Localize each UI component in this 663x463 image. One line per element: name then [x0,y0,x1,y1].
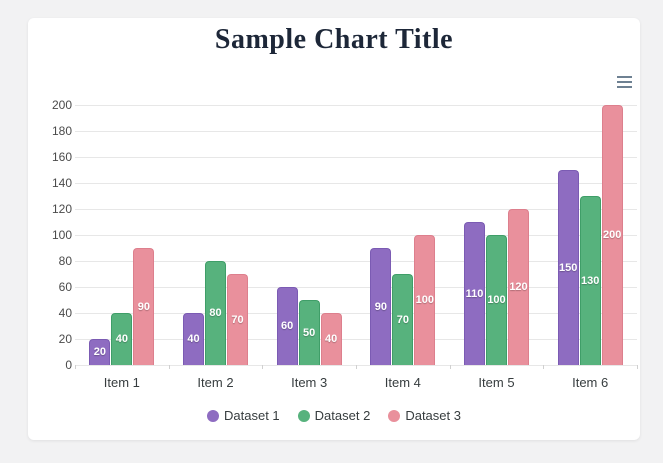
bar-dataset-3-item-2[interactable]: 70 [227,274,248,365]
x-axis-tick [262,365,264,369]
bar-data-label: 130 [580,274,600,287]
bar-dataset-3-item-3[interactable]: 40 [320,313,342,365]
hamburger-bar [617,81,632,83]
bar-data-label: 100 [415,294,434,306]
x-axis-category-label: Item 6 [572,375,609,390]
gridline [75,339,637,340]
legend-marker-icon [297,409,310,422]
bar-data-label: 60 [281,320,294,332]
bar-dataset-1-item-1[interactable]: 20 [89,339,111,365]
y-axis-tick-label: 100 [51,228,72,242]
legend-label: Dataset 1 [224,408,280,423]
x-axis-category-label: Item 4 [384,375,421,390]
bar-data-label: 40 [325,333,338,345]
x-axis-tick [449,365,451,369]
bar-data-label: 110 [465,287,484,300]
legend-label: Dataset 2 [314,408,371,423]
chart-title: Sample Chart Title [214,24,454,55]
bar-dataset-1-item-2[interactable]: 40 [183,313,204,365]
bar-dataset-3-item-1[interactable]: 90 [133,248,155,365]
bar-data-label: 150 [558,261,578,274]
bar-dataset-2-item-4[interactable]: 70 [392,274,414,365]
gridline [75,183,637,184]
bar-dataset-1-item-6[interactable]: 150 [557,170,579,365]
bar-dataset-3-item-6[interactable]: 200 [601,105,623,365]
hamburger-bar [617,76,632,78]
y-axis-tick-label: 40 [58,306,72,320]
x-axis-tick [168,365,170,369]
gridline [75,209,637,210]
legend-label: Dataset 3 [405,408,461,423]
bar-dataset-2-item-1[interactable]: 40 [111,313,133,365]
bar-dataset-3-item-4[interactable]: 100 [414,235,436,365]
legend-item-dataset-2[interactable]: Dataset 2 [297,408,371,423]
y-axis-tick-label: 80 [58,254,72,268]
bar-data-label: 120 [509,281,528,293]
x-axis-tick [543,365,545,369]
bar-dataset-1-item-4[interactable]: 90 [370,248,392,365]
bar-data-label: 40 [187,333,200,345]
bar-data-label: 50 [303,326,316,339]
bar-data-label: 80 [209,307,222,319]
y-axis-tick-label: 60 [58,280,72,294]
x-axis-category-label: Item 5 [478,375,515,390]
bar-dataset-2-item-2[interactable]: 80 [205,261,226,365]
legend-marker-icon [207,409,220,422]
gridline [75,157,637,158]
y-axis-tick-label: 0 [65,358,72,372]
x-axis-tick [356,365,357,369]
bar-data-label: 90 [137,300,150,313]
bar-dataset-2-item-5[interactable]: 100 [486,235,507,365]
bar-data-label: 40 [115,333,128,345]
y-axis-tick-label: 120 [51,202,72,216]
chart-card: Sample Chart Title 0 20 40 60 80 100 120 140 160… [28,18,640,440]
legend-item-dataset-1[interactable]: Dataset 1 [207,408,280,423]
bar-dataset-2-item-6[interactable]: 130 [579,196,601,365]
bar-data-label: 70 [231,313,244,326]
x-axis-tick [637,365,638,369]
y-axis-tick-label: 140 [51,176,72,190]
gridline [75,261,637,262]
hamburger-bar [617,86,632,88]
gridline [75,105,637,106]
gridline [75,235,637,236]
gridline [75,131,637,132]
gridline [75,287,637,288]
bar-dataset-2-item-3[interactable]: 50 [298,300,320,365]
chart-legend: Dataset 1 Dataset 2 Dataset 3 [28,408,640,423]
gridline [75,313,637,314]
bar-data-label: 70 [396,313,409,326]
y-axis-tick-label: 160 [51,150,72,164]
bar-data-label: 200 [602,229,622,241]
bar-data-label: 20 [93,346,106,358]
x-axis-tick [75,365,76,369]
legend-marker-icon [388,409,401,422]
y-axis-tick-label: 20 [58,332,72,346]
bar-data-label: 90 [374,300,387,313]
y-axis-tick-label: 180 [51,124,72,138]
bar-dataset-1-item-5[interactable]: 110 [464,222,485,365]
bar-dataset-1-item-3[interactable]: 60 [276,287,298,365]
bar-data-label: 100 [487,294,506,306]
x-axis-category-label: Item 1 [103,375,140,390]
hamburger-menu-icon[interactable] [617,76,632,88]
y-axis-tick-label: 200 [51,98,72,112]
legend-item-dataset-3[interactable]: Dataset 3 [388,408,461,423]
x-axis-category-label: Item 3 [291,375,328,390]
x-axis-category-label: Item 2 [197,375,234,390]
bar-dataset-3-item-5[interactable]: 120 [508,209,529,365]
